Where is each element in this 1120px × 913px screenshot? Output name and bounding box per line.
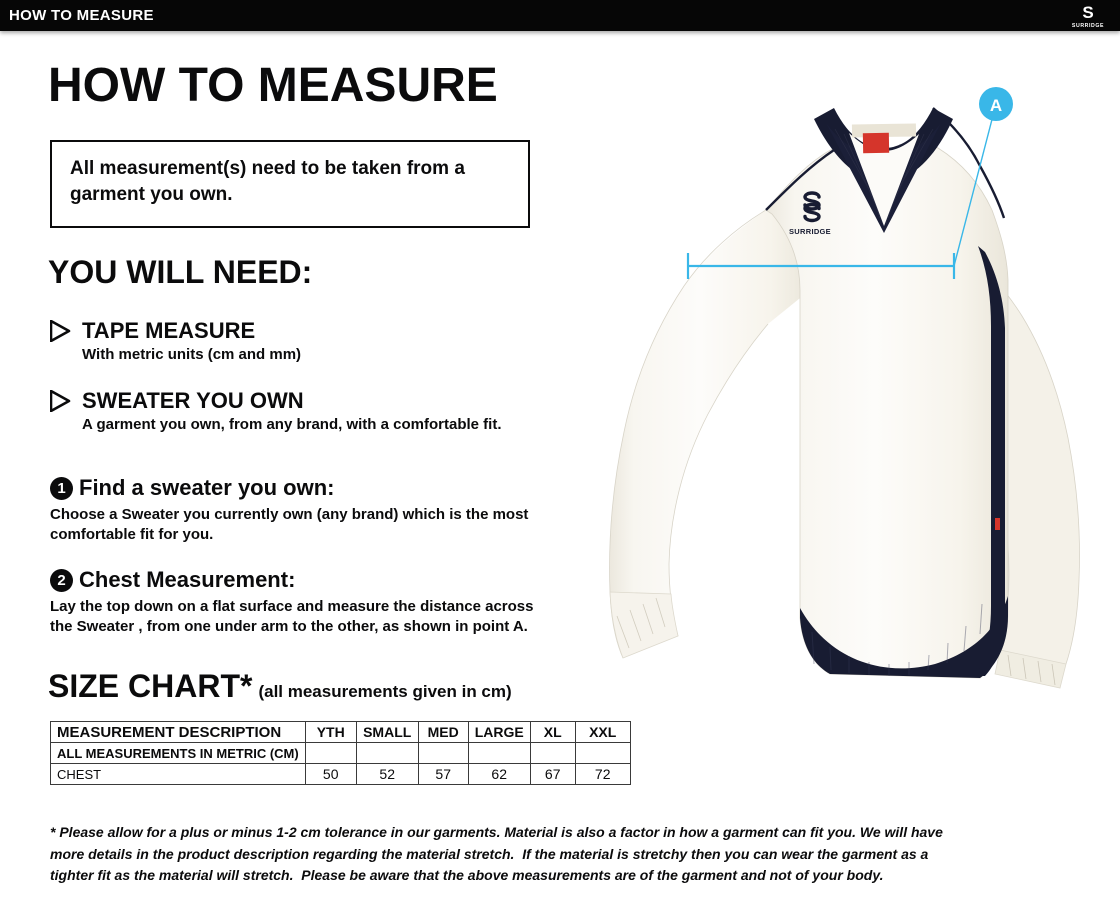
- svg-text:SURRIDGE: SURRIDGE: [789, 227, 831, 236]
- svg-text:A: A: [990, 96, 1002, 115]
- svg-text:S: S: [1082, 3, 1093, 22]
